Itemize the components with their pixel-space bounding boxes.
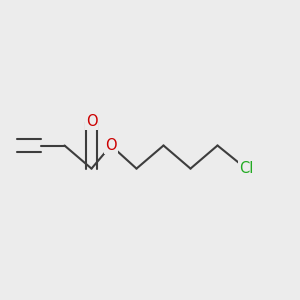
Text: Cl: Cl xyxy=(239,161,253,176)
Text: O: O xyxy=(105,138,117,153)
Text: O: O xyxy=(86,114,97,129)
